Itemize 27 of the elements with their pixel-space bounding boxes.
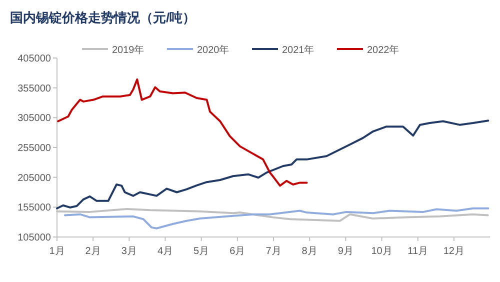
x-tick-label: 5月 [194, 246, 210, 257]
x-tick-label: 11月 [408, 246, 428, 257]
y-tick-label: 105000 [18, 232, 52, 244]
legend-label: 2019年 [112, 44, 144, 56]
x-tick-label: 9月 [338, 246, 354, 257]
x-tick-label: 6月 [230, 246, 246, 257]
y-tick-label: 155000 [18, 202, 52, 214]
y-tick-label: 355000 [18, 83, 52, 94]
legend-label: 2021年 [282, 44, 314, 56]
x-tick-label: 8月 [302, 246, 318, 257]
x-tick-label: 10月 [371, 246, 392, 257]
x-tick-label: 7月 [266, 246, 282, 257]
x-tick-label: 3月 [121, 246, 137, 257]
y-tick-label: 405000 [18, 54, 52, 64]
y-tick-label: 205000 [18, 172, 52, 184]
line-series [64, 207, 490, 230]
chart-title: 国内锡锭价格走势情况（元/吨） [10, 10, 196, 25]
line-series [57, 78, 308, 187]
x-tick-label: 4月 [157, 246, 174, 257]
x-tick-label: 2月 [85, 246, 101, 257]
y-tick-label: 305000 [18, 113, 52, 124]
x-tick-label: 1月 [49, 246, 65, 257]
x-tick-label: 12月 [443, 246, 464, 257]
legend-label: 2022年 [367, 44, 400, 56]
line-series [56, 120, 490, 210]
y-tick-label: 255000 [18, 143, 52, 154]
legend-label: 2020年 [197, 44, 230, 56]
